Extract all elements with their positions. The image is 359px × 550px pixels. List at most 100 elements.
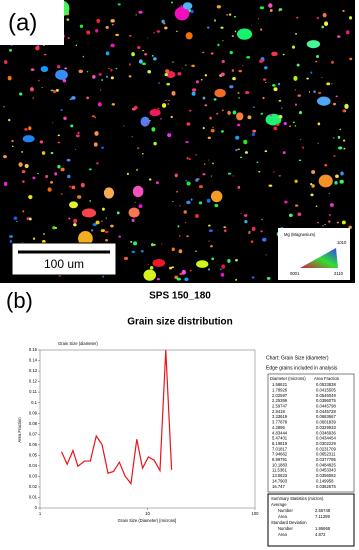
grain — [268, 184, 273, 187]
grain — [181, 269, 186, 275]
y-tick-label: 0.1 — [31, 400, 37, 405]
grain — [140, 116, 150, 127]
grain — [176, 30, 178, 33]
grain — [339, 128, 342, 131]
grain — [238, 69, 243, 73]
grain — [333, 155, 336, 157]
grain — [37, 172, 39, 175]
grain — [235, 259, 238, 262]
summary-title: Summary Statistics (micron) — [271, 496, 324, 501]
grain — [212, 162, 214, 165]
grain — [265, 254, 267, 256]
grain — [207, 159, 210, 161]
summary-label: Number — [278, 526, 293, 531]
grain — [110, 68, 113, 72]
grain — [337, 135, 341, 139]
grain — [300, 138, 302, 141]
grain — [186, 122, 191, 126]
grain — [195, 178, 199, 182]
y-tick-label: 0.08 — [29, 421, 38, 426]
grain — [311, 184, 315, 188]
grain — [55, 69, 68, 80]
table-cell: 11.5361 — [272, 468, 287, 473]
grain — [21, 170, 26, 174]
summary-frame — [267, 493, 355, 547]
grain — [336, 221, 340, 224]
grain — [228, 13, 232, 16]
grain — [41, 87, 43, 89]
grain — [105, 217, 107, 219]
grain — [295, 33, 298, 35]
grain — [260, 230, 263, 233]
grain — [184, 277, 189, 282]
grain — [237, 148, 241, 151]
grain — [209, 116, 212, 120]
grain — [105, 25, 109, 29]
grain — [11, 139, 14, 143]
grain — [40, 66, 49, 73]
grain — [291, 45, 295, 49]
grain — [22, 210, 25, 213]
table-cell: 0.0683667 — [316, 414, 336, 419]
grain — [227, 110, 231, 115]
grain — [328, 193, 331, 195]
y-tick-label: 0.05 — [29, 452, 38, 457]
grain — [232, 77, 236, 81]
grain — [278, 114, 283, 119]
grain — [198, 201, 203, 205]
grain — [211, 257, 215, 261]
grain — [232, 175, 235, 177]
summary-value: 2.55748 — [315, 508, 331, 513]
grain — [99, 89, 102, 91]
summary-label: Standard Deviation — [271, 520, 307, 525]
grain — [271, 51, 278, 57]
grain — [68, 217, 71, 220]
grain — [45, 174, 49, 178]
grain — [7, 75, 12, 81]
grain — [278, 100, 282, 102]
table-cell: 2.59747 — [272, 404, 288, 409]
grain — [231, 35, 234, 37]
grain — [216, 5, 221, 9]
grain — [204, 74, 208, 77]
y-tick-label: 0.15 — [29, 347, 38, 352]
table-header: Area Fraction — [314, 376, 340, 381]
table-cell: 0.0396075 — [316, 398, 336, 403]
ipf-triangle — [300, 248, 338, 268]
grain — [222, 40, 224, 42]
grain — [345, 30, 350, 35]
grain — [118, 235, 121, 238]
grain — [317, 122, 321, 126]
grain — [91, 115, 96, 118]
grain — [261, 218, 263, 221]
grain — [75, 44, 78, 47]
grain — [164, 26, 168, 30]
legend-corner: 1010 — [337, 240, 347, 245]
grain — [56, 88, 59, 92]
grain — [171, 247, 175, 252]
grain — [138, 59, 143, 64]
grain — [89, 200, 92, 202]
table-cell: 0.0546049 — [316, 393, 336, 398]
grain — [190, 9, 194, 14]
grain — [86, 96, 90, 100]
grain — [147, 69, 152, 74]
grain — [308, 91, 311, 93]
grain — [111, 23, 114, 26]
grain — [329, 203, 334, 207]
grain — [3, 155, 7, 159]
grain — [92, 223, 97, 226]
grain — [140, 249, 144, 253]
grain — [278, 175, 281, 177]
grain — [117, 3, 121, 6]
grain — [116, 211, 120, 215]
table-cell: 3.33619 — [272, 414, 288, 419]
grain — [79, 24, 84, 28]
table-cell: 10.1883 — [272, 462, 288, 467]
table-cell: 16.747 — [272, 484, 285, 489]
grain — [251, 276, 255, 279]
grain — [231, 69, 235, 72]
grain — [220, 72, 225, 77]
data-line — [60, 350, 173, 486]
